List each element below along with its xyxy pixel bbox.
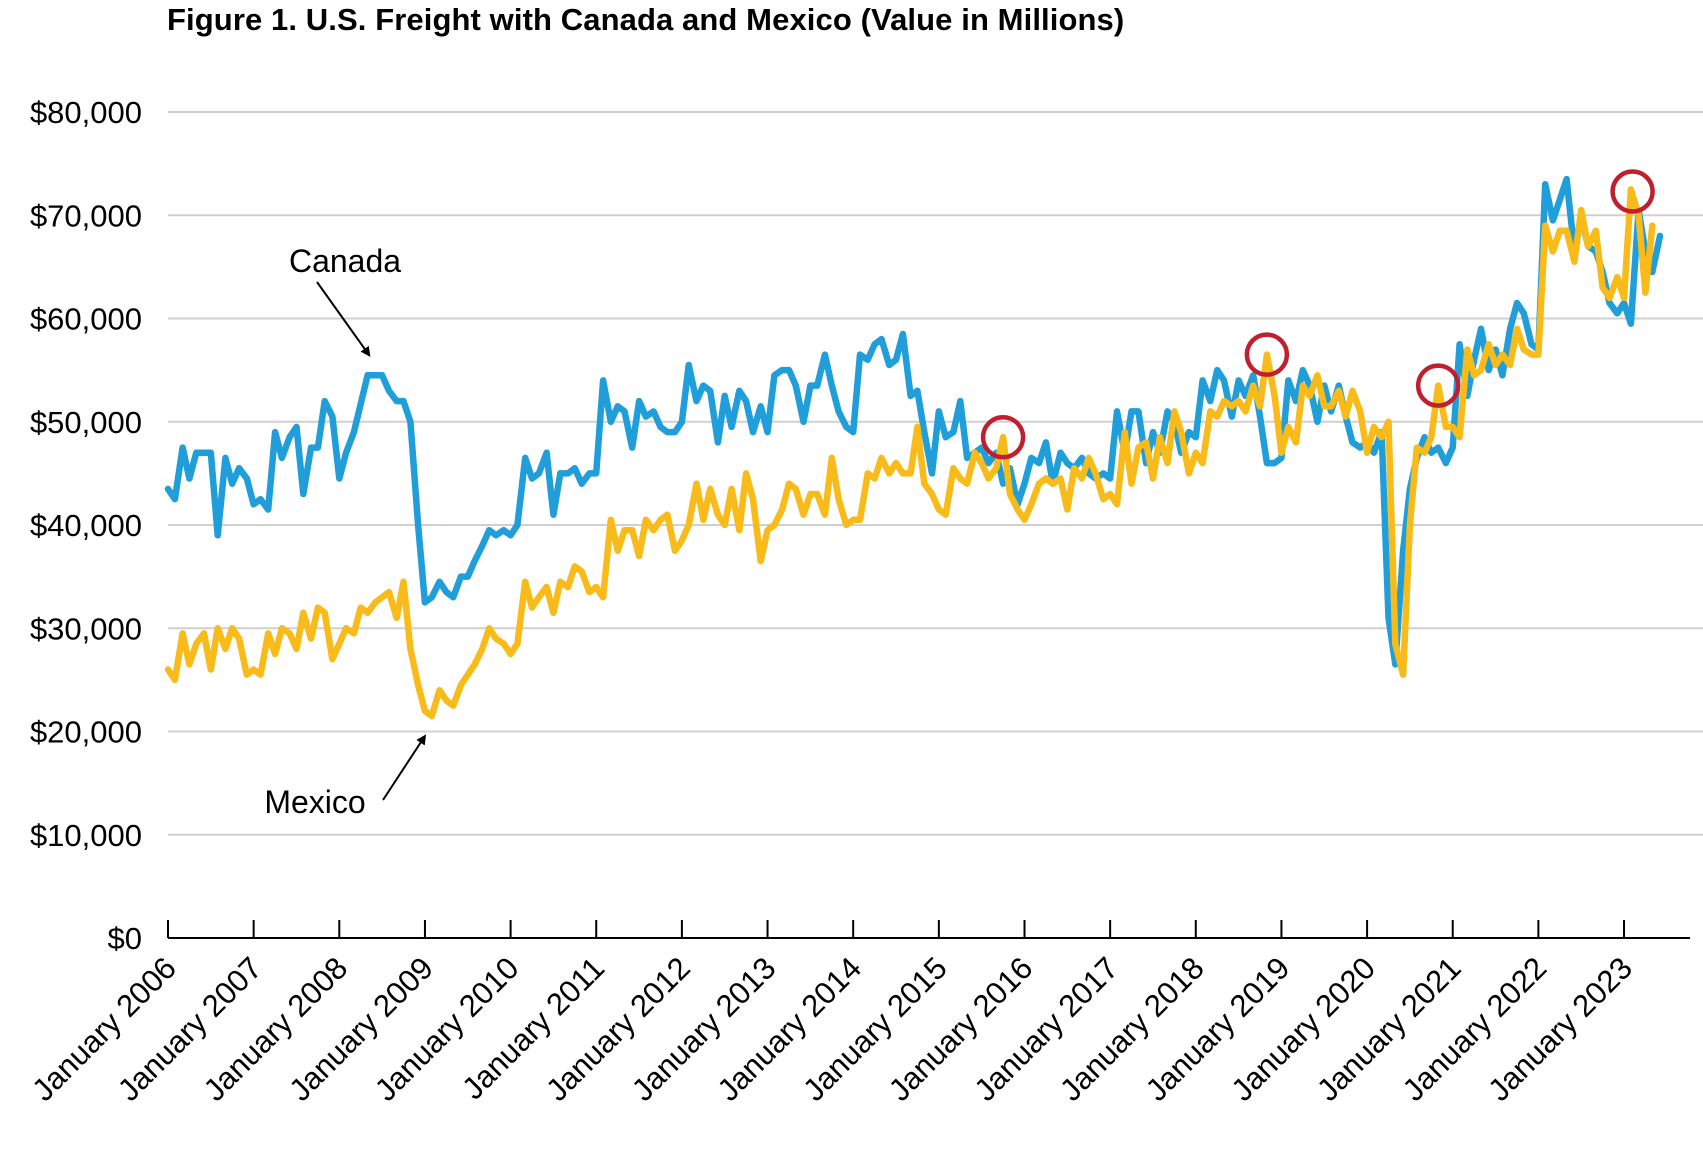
series-line-mexico (164, 186, 1656, 720)
annotation-label-mexico: Mexico (264, 784, 365, 820)
gridlines (168, 111, 1703, 836)
annotation-arrow-mexico (382, 734, 427, 801)
y-tick-label: $20,000 (30, 715, 142, 750)
x-axis (167, 920, 1690, 939)
y-tick-label: $70,000 (30, 198, 142, 233)
series-annotations: Canada Mexico (264, 243, 427, 820)
highlight-circle (1244, 332, 1290, 377)
highlight-circle (1610, 169, 1655, 214)
y-axis-tick-labels: $0 $10,000 $20,000 $30,000 $40,000 $50,000 $60… (30, 95, 142, 956)
highlight-circle (980, 414, 1026, 460)
y-tick-label: $80,000 (30, 95, 142, 130)
y-tick-label: $30,000 (30, 611, 142, 646)
y-tick-label: $40,000 (30, 508, 142, 543)
y-tick-label: $50,000 (30, 405, 142, 440)
chart-title: Figure 1. U.S. Freight with Canada and M… (167, 2, 1125, 37)
series-lines (164, 175, 1664, 720)
highlight-circles (980, 169, 1655, 460)
y-tick-label: $60,000 (30, 302, 142, 337)
highlight-circle (1415, 363, 1461, 408)
y-tick-label: $0 (108, 921, 142, 956)
annotation-arrow-canada (316, 281, 371, 357)
y-tick-label: $10,000 (30, 818, 142, 853)
annotation-label-canada: Canada (289, 243, 401, 279)
